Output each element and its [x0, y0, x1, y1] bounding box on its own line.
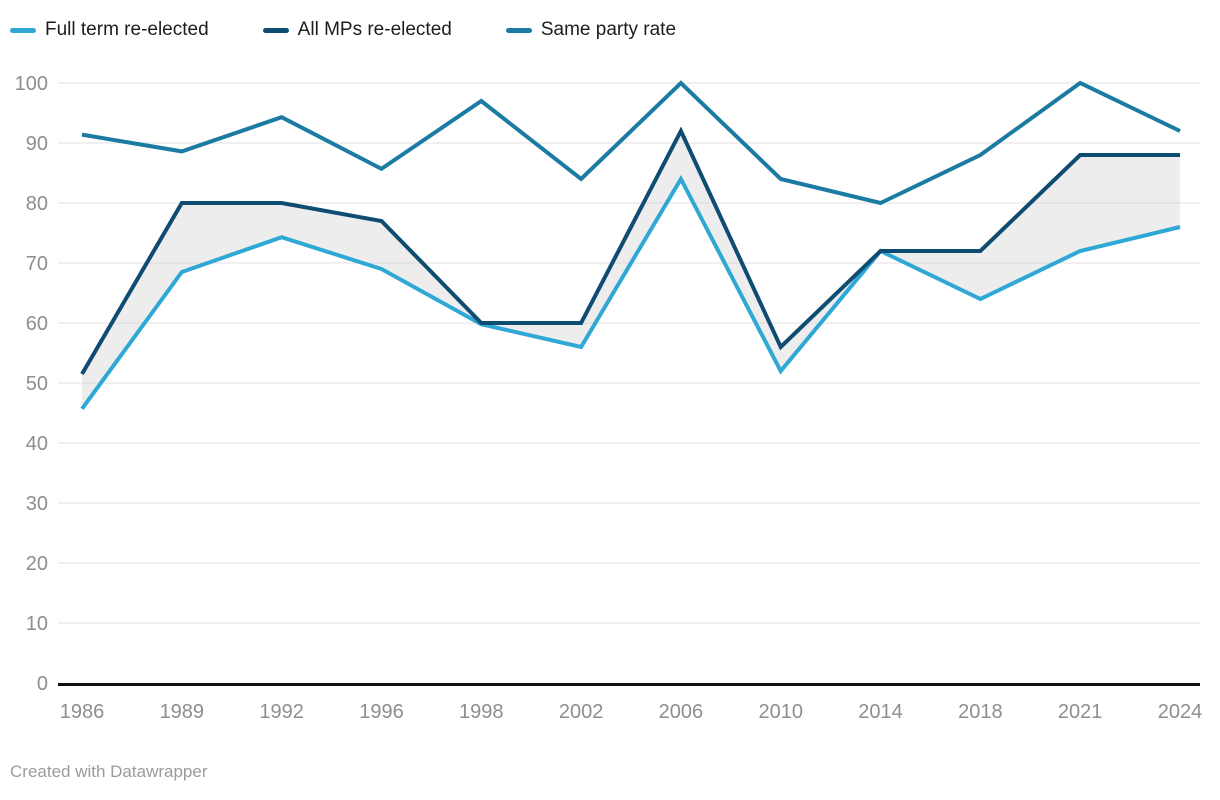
x-tick-label: 1989: [160, 701, 205, 723]
datawrapper-credit[interactable]: Created with Datawrapper: [10, 762, 208, 781]
x-tick-label: 2018: [958, 701, 1003, 723]
legend-item-all-mps: All MPs re-elected: [262, 19, 452, 41]
x-tick-label: 1986: [60, 701, 105, 723]
y-tick-label: 60: [26, 313, 48, 335]
band-fill: [82, 131, 1180, 409]
series-line-all-mps-re-elected: [80, 126, 1180, 376]
x-tick-label: 1992: [259, 701, 304, 723]
y-tick-label: 90: [26, 133, 48, 155]
legend-label-full-term: Full term re-elected: [45, 19, 209, 40]
legend-swatch-same-party: [505, 27, 532, 33]
legend-label-same-party: Same party rate: [540, 19, 677, 40]
x-tick-label: 2010: [758, 701, 803, 723]
y-tick-label: 50: [26, 373, 48, 395]
x-tick-label: 2024: [1158, 701, 1203, 723]
y-tick-label: 100: [15, 73, 48, 95]
series-line-full-term-re-elected: [80, 174, 1181, 410]
x-tick-label: 1996: [359, 701, 404, 723]
legend: Full term re-elected All MPs re-elected …: [10, 19, 676, 41]
legend-item-full-term: Full term re-elected: [10, 19, 209, 41]
y-tick-label: 0: [37, 673, 48, 695]
y-tick-label: 40: [26, 433, 48, 455]
x-tick-label: 2006: [659, 701, 704, 723]
y-tick-label: 70: [26, 253, 48, 275]
legend-swatch-all-mps: [262, 27, 289, 33]
x-tick-label: 1998: [459, 701, 504, 723]
x-tick-label: 2014: [858, 701, 903, 723]
y-tick-label: 10: [26, 613, 48, 635]
x-tick-label: 2002: [559, 701, 604, 723]
y-tick-label: 20: [26, 553, 48, 575]
y-tick-label: 80: [26, 193, 48, 215]
series-line-same-party-rate: [81, 80, 1181, 206]
y-tick-label: 30: [26, 493, 48, 515]
legend-label-all-mps: All MPs re-elected: [297, 19, 452, 40]
legend-swatch-full-term: [10, 27, 36, 33]
legend-item-same-party: Same party rate: [505, 19, 677, 41]
x-tick-label: 2021: [1058, 701, 1103, 723]
